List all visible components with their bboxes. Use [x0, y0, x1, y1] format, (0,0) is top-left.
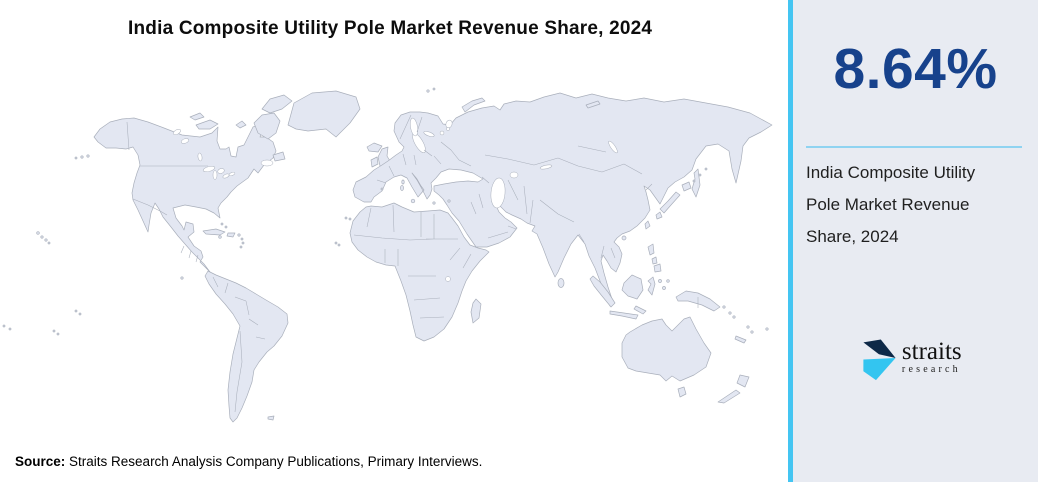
source-text: Straits Research Analysis Company Public…	[69, 454, 483, 469]
panel-divider	[806, 145, 1022, 148]
logo-brand: straits	[901, 338, 962, 365]
straits-arrow-icon	[862, 339, 896, 381]
source-label: Source:	[15, 454, 66, 469]
world-map	[2, 85, 780, 435]
stat-panel: 8.64% India Composite Utility Pole Marke…	[788, 0, 1038, 482]
straits-research-logo: straits research	[860, 338, 963, 382]
logo-tagline: research	[901, 363, 961, 375]
revenue-share-value: 8.64%	[833, 37, 998, 101]
logo-text: straits research	[902, 338, 963, 375]
source-note: Source: Straits Research Analysis Compan…	[15, 454, 482, 469]
page-title: India Composite Utility Pole Market Reve…	[128, 18, 653, 39]
stat-description: India Composite Utility Pole Market Reve…	[806, 162, 976, 246]
world-map-svg	[2, 87, 773, 423]
